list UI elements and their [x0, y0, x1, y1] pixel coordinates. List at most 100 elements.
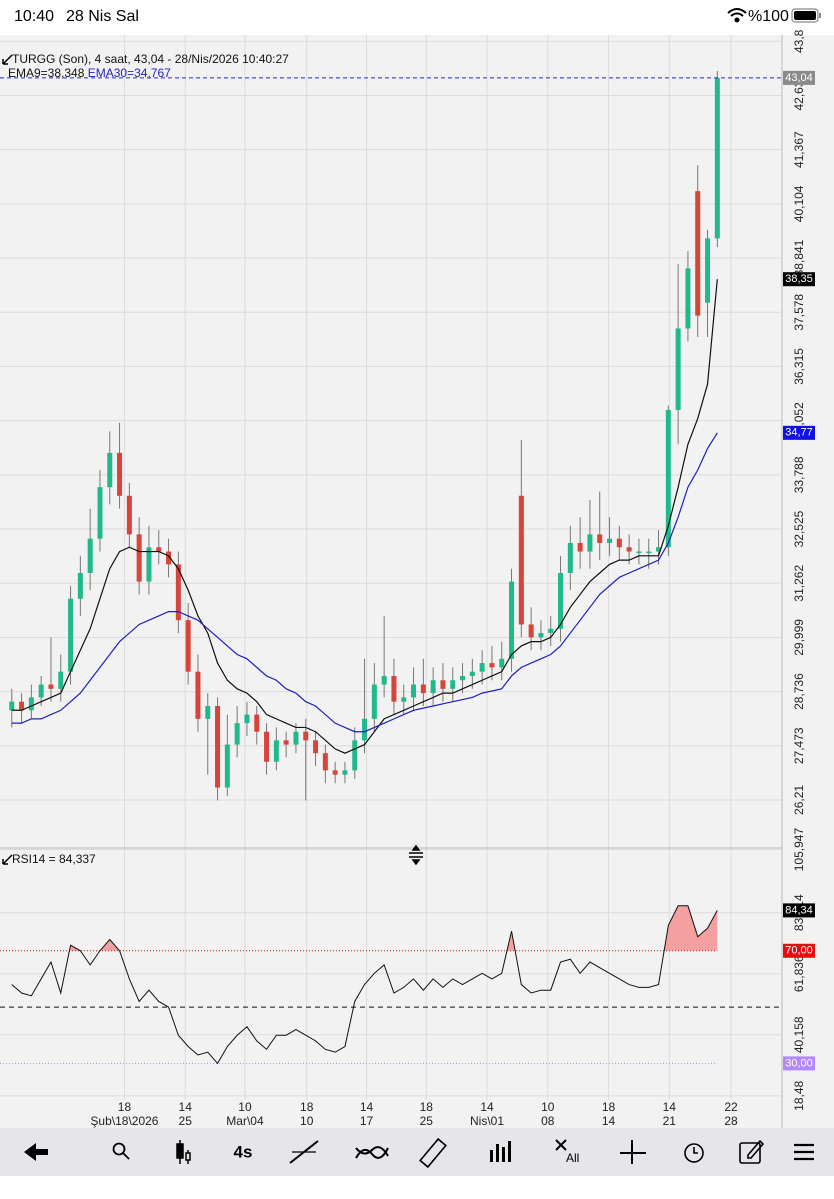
- candle-body: [58, 671, 64, 689]
- candle-body: [205, 705, 211, 719]
- candle-body: [597, 534, 603, 543]
- candle-body: [362, 718, 368, 741]
- menu-button[interactable]: [794, 1143, 814, 1161]
- candle-body: [352, 740, 358, 771]
- delete-all-button[interactable]: All: [555, 1139, 579, 1165]
- rsi-header: RSI14 = 84,337: [12, 852, 96, 866]
- x-tick-sublabel: Nis\01: [470, 1114, 504, 1128]
- search-button[interactable]: [112, 1142, 130, 1160]
- x-tick-label: 18: [602, 1100, 616, 1114]
- edit-button[interactable]: [739, 1139, 765, 1164]
- indicator-button[interactable]: [355, 1146, 389, 1159]
- y-tick-label: 33,788: [792, 456, 806, 493]
- candle-body: [87, 538, 93, 573]
- candle-body: [371, 684, 377, 719]
- candle-body: [322, 753, 328, 771]
- x-tick-sublabel: 25: [420, 1114, 434, 1128]
- candle-body: [195, 671, 201, 719]
- y-tick-label: 43,8: [792, 29, 806, 53]
- x-tick-label: 18: [300, 1100, 314, 1114]
- y-tick-label: 41,367: [792, 131, 806, 168]
- candle-body: [528, 624, 534, 638]
- x-tick-label: 14: [360, 1100, 374, 1114]
- candle-body: [695, 191, 701, 316]
- candle-body: [283, 740, 289, 745]
- level-tag-label: 30,00: [785, 1057, 813, 1069]
- x-tick-sublabel: 08: [541, 1114, 555, 1128]
- wifi-icon: [727, 8, 747, 23]
- x-tick-label: 18: [420, 1100, 434, 1114]
- y-tick-label: 31,262: [792, 565, 806, 602]
- battery-icon: [791, 8, 821, 23]
- chart-background: [0, 35, 834, 1128]
- y-tick-label: 37,578: [792, 294, 806, 331]
- ema-legend: EMA9=38,348 EMA30=34,767: [8, 66, 171, 80]
- y-tick-label: 27,473: [792, 727, 806, 764]
- x-tick-sublabel: 25: [179, 1114, 193, 1128]
- status-time: 10:40: [14, 8, 54, 25]
- legend-entry: EMA9=38,348: [8, 66, 85, 80]
- ruler-button[interactable]: [419, 1137, 447, 1169]
- candle-body: [489, 663, 495, 668]
- candle-body: [97, 487, 103, 539]
- battery-percent: %100: [748, 8, 789, 25]
- candle-body: [499, 658, 505, 668]
- x-tick-sublabel: Şub\18\2026: [90, 1114, 158, 1128]
- trendline-button[interactable]: [289, 1140, 319, 1164]
- ema-line: [11, 279, 718, 754]
- price-tag-label: 38,35: [785, 273, 813, 285]
- candle-body: [254, 714, 260, 732]
- price-tag: [783, 272, 815, 287]
- y-tick-label: 28,736: [792, 673, 806, 710]
- resize-handle[interactable]: [409, 844, 423, 866]
- legend-entry: EMA30=34,767: [88, 66, 171, 80]
- y-tick-label: 40,104: [792, 185, 806, 222]
- chart-header: TURGG (Son), 4 saat, 43,04 - 28/Nis/2026…: [12, 52, 289, 66]
- x-tick-sublabel: Mar\04: [226, 1114, 264, 1128]
- y-tick-label: 36,315: [792, 348, 806, 385]
- candle-body: [166, 551, 172, 565]
- y-tick-label: 38,841: [792, 239, 806, 276]
- crosshair-button[interactable]: [620, 1140, 646, 1164]
- x-tick-label: 14: [480, 1100, 494, 1114]
- rsi-line: [11, 905, 718, 1065]
- timeframe-button[interactable]: 4s: [234, 1142, 253, 1161]
- candle-body: [136, 534, 142, 582]
- candle-body: [607, 538, 613, 543]
- candle-body: [77, 572, 83, 599]
- back-button[interactable]: [24, 1143, 48, 1161]
- candle-body: [381, 675, 387, 685]
- status-date: 28 Nis Sal: [66, 8, 139, 25]
- level-tag: [783, 1056, 815, 1071]
- candle-body: [665, 409, 671, 548]
- candle-body: [479, 663, 485, 672]
- candle-body: [411, 684, 417, 698]
- chart-type-button[interactable]: [176, 1140, 191, 1164]
- candle-body: [587, 534, 593, 552]
- y-tick-label: 18,48: [792, 1080, 806, 1110]
- candle-body: [342, 770, 348, 775]
- candle-body: [469, 671, 475, 676]
- y-tick-label: 42,63: [792, 80, 806, 110]
- y-tick-label: 105,947: [792, 828, 806, 872]
- x-tick-sublabel: 21: [663, 1114, 677, 1128]
- x-tick-sublabel: 28: [724, 1114, 738, 1128]
- candle-body: [440, 680, 446, 689]
- alarm-button[interactable]: [684, 1143, 704, 1163]
- candle-body: [656, 547, 662, 552]
- x-tick-label: 14: [179, 1100, 193, 1114]
- candle-body: [38, 684, 44, 698]
- candle-body: [117, 452, 123, 496]
- candle-body: [185, 620, 191, 672]
- bars-button[interactable]: [490, 1141, 511, 1162]
- price-tag: [783, 425, 815, 440]
- candle-body: [401, 697, 407, 702]
- candle-body: [107, 452, 113, 488]
- y-tick-label: 26,21: [792, 785, 806, 815]
- candle-body: [224, 744, 230, 788]
- candle-body: [48, 684, 54, 689]
- grid: [0, 35, 782, 1100]
- expand-icon: [2, 854, 13, 865]
- candle-body: [538, 633, 544, 638]
